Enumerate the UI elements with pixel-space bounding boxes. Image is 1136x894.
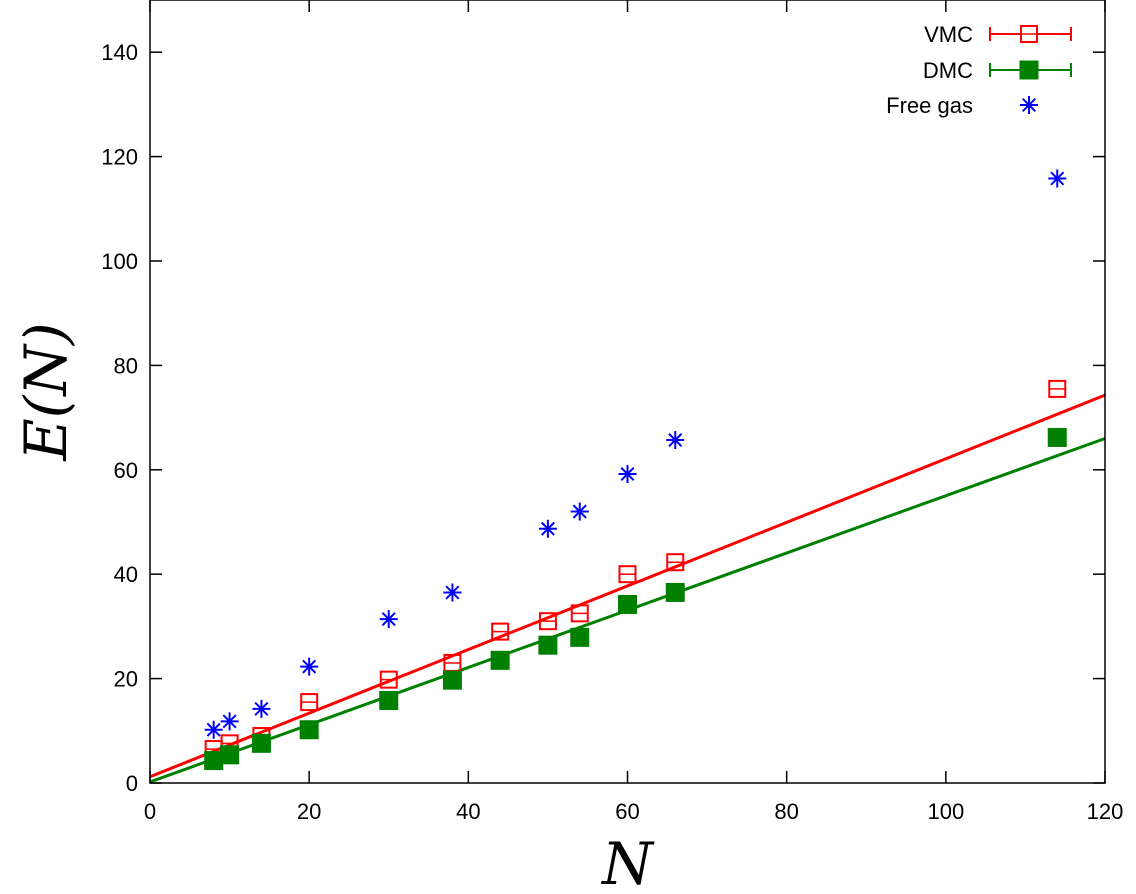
dmc-series [204,427,1067,771]
free-gas-point [666,431,685,450]
asterisk-stroke [302,659,317,674]
asterisk-stroke [572,504,587,519]
free-gas-point [1048,169,1067,188]
data-marks [204,169,1067,771]
x-tick-label: 120 [1087,799,1124,824]
asterisk-stroke [254,701,269,716]
x-tick-label: 100 [927,799,964,824]
x-tick-label: 0 [144,799,156,824]
free-gas-point [220,712,239,731]
dmc-point [618,594,637,614]
y-tick-label: 100 [101,249,138,274]
asterisk-stroke [668,433,683,448]
asterisk-stroke [206,722,221,737]
x-tick-label: 40 [456,799,480,824]
y-tick-label: 60 [114,458,138,483]
legend-label-vmc: VMC [924,22,973,47]
y-tick-label: 20 [114,667,138,692]
legend-marker-dmc [1019,60,1039,80]
y-tick-label: 80 [114,353,138,378]
free-gas-point [570,502,589,521]
dmc-point [1047,427,1067,447]
free-gas-series [204,169,1067,739]
asterisk-stroke [620,466,635,481]
vmc-series [204,379,1067,759]
free-gas-point [252,699,271,718]
asterisk-stroke [540,521,555,536]
free-gas-point [538,519,557,538]
dmc-point [442,670,462,690]
dmc-point [204,751,224,771]
asterisk-stroke [445,585,460,600]
dmc-point [220,745,240,765]
free-gas-point [204,720,223,739]
dmc-point [665,582,685,602]
free-gas-point [618,464,637,483]
vmc-fit-line [149,393,1106,779]
dmc-point [538,635,558,655]
fit-lines [149,393,1106,784]
dmc-point [379,691,399,711]
asterisk-stroke [1021,97,1037,113]
legend-marker-free-gas [1020,96,1038,114]
legend: VMC DMC Free gas [886,22,1072,118]
legend-label-dmc: DMC [923,58,973,83]
dmc-point [570,627,590,647]
x-tick-label: 20 [297,799,321,824]
dmc-point [251,733,271,753]
axis-ticks: 0 20 40 60 80 100 120 0 20 40 60 80 100 120 140 [101,0,1123,824]
x-axis-title: N [600,830,655,894]
legend-label-free-gas: Free gas [886,93,973,118]
y-tick-label: 120 [101,145,138,170]
asterisk-stroke [222,714,237,729]
y-tick-label: 140 [101,40,138,65]
x-tick-label: 60 [615,799,639,824]
free-gas-point [443,583,462,602]
y-axis-title: E(N) [12,322,80,461]
free-gas-point [300,657,319,676]
dmc-point [299,720,319,740]
asterisk-stroke [1050,171,1065,186]
y-tick-label: 40 [114,562,138,587]
dmc-point [490,650,510,670]
free-gas-point [379,610,398,629]
asterisk-stroke [381,612,396,627]
y-tick-label: 0 [126,771,138,796]
x-tick-label: 80 [774,799,798,824]
